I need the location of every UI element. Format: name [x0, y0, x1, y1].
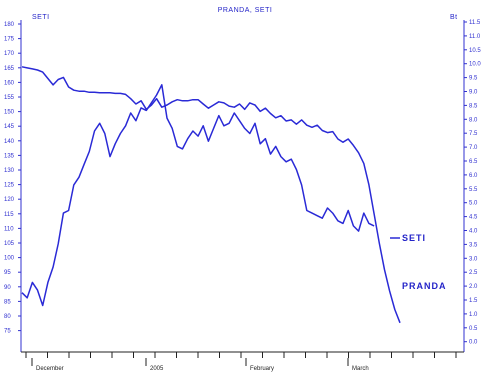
right-tick-label: 10.5 — [469, 48, 481, 54]
right-tick-label: 1.0 — [469, 312, 478, 318]
series-labels: SETI PRANDA — [390, 233, 447, 291]
left-axis-ticks: 180 175 170 165 160 155 150 145 140 135 130 125 120 1… — [4, 22, 21, 335]
left-axis-label: SETI — [32, 14, 50, 21]
left-tick-label: 80 — [4, 314, 11, 320]
left-tick-label: 90 — [4, 285, 11, 291]
series-layer — [21, 66, 401, 324]
right-tick-label: 6.0 — [469, 173, 478, 179]
right-tick-label: 3.0 — [469, 256, 478, 262]
left-tick-label: 170 — [4, 51, 15, 57]
x-month-label: March — [352, 366, 369, 372]
left-tick-label: 150 — [4, 110, 15, 116]
x-month-label: 2005 — [150, 366, 164, 372]
left-tick-label: 155 — [4, 95, 15, 101]
right-tick-label: 11.5 — [469, 20, 481, 26]
right-tick-label: 3.5 — [469, 242, 478, 248]
left-tick-label: 160 — [4, 80, 15, 86]
left-tick-label: 165 — [4, 66, 15, 72]
right-tick-label: 2.5 — [469, 270, 478, 276]
right-tick-label: 1.5 — [469, 298, 478, 304]
right-tick-label: 7.5 — [469, 131, 478, 137]
right-tick-label: 6.5 — [469, 159, 478, 165]
left-tick-label: 85 — [4, 299, 11, 305]
left-tick-label: 130 — [4, 168, 15, 174]
left-tick-label: 135 — [4, 153, 15, 159]
left-tick-label: 105 — [4, 241, 15, 247]
left-tick-label: 75 — [4, 329, 11, 335]
right-tick-label: 7.0 — [469, 145, 478, 151]
right-tick-label: 9.5 — [469, 76, 478, 82]
left-tick-label: 100 — [4, 256, 15, 262]
left-tick-label: 180 — [4, 22, 15, 28]
right-tick-label: 8.0 — [469, 117, 478, 123]
series-line-pranda — [21, 66, 401, 324]
left-tick-label: 140 — [4, 139, 15, 145]
x-month-label: February — [250, 366, 274, 372]
right-tick-label: 0.0 — [469, 340, 478, 346]
left-tick-label: 175 — [4, 37, 15, 43]
left-tick-label: 125 — [4, 183, 15, 189]
series-label-pranda: PRANDA — [402, 281, 447, 291]
series-label-seti: SETI — [402, 233, 426, 243]
right-tick-label: 8.5 — [469, 103, 478, 109]
right-axis-label: Bt — [450, 14, 458, 21]
right-tick-label: 4.5 — [469, 215, 478, 221]
right-tick-label: 2.0 — [469, 284, 478, 290]
right-tick-label: 5.0 — [469, 201, 478, 207]
right-tick-label: 10.0 — [469, 62, 481, 68]
right-tick-label: 9.0 — [469, 90, 478, 96]
chart-title: PRANDA, SETI — [218, 7, 273, 14]
right-tick-label: 5.5 — [469, 187, 478, 193]
right-tick-label: 0.5 — [469, 326, 478, 332]
left-tick-label: 95 — [4, 270, 11, 276]
right-tick-label: 4.0 — [469, 229, 478, 235]
series-line-seti — [21, 84, 375, 307]
left-tick-label: 115 — [4, 212, 14, 218]
x-month-label: December — [36, 366, 64, 372]
left-tick-label: 110 — [4, 226, 14, 232]
left-tick-label: 145 — [4, 124, 15, 130]
right-tick-label: 11.0 — [469, 34, 481, 40]
x-axis-ticks: December 2005 February March — [25, 352, 457, 372]
left-tick-label: 120 — [4, 197, 15, 203]
right-axis-ticks: 11.5 11.0 10.5 10.0 9.5 9.0 8.5 8.0 7.5 7.0 6.5 6.0… — [464, 20, 481, 346]
